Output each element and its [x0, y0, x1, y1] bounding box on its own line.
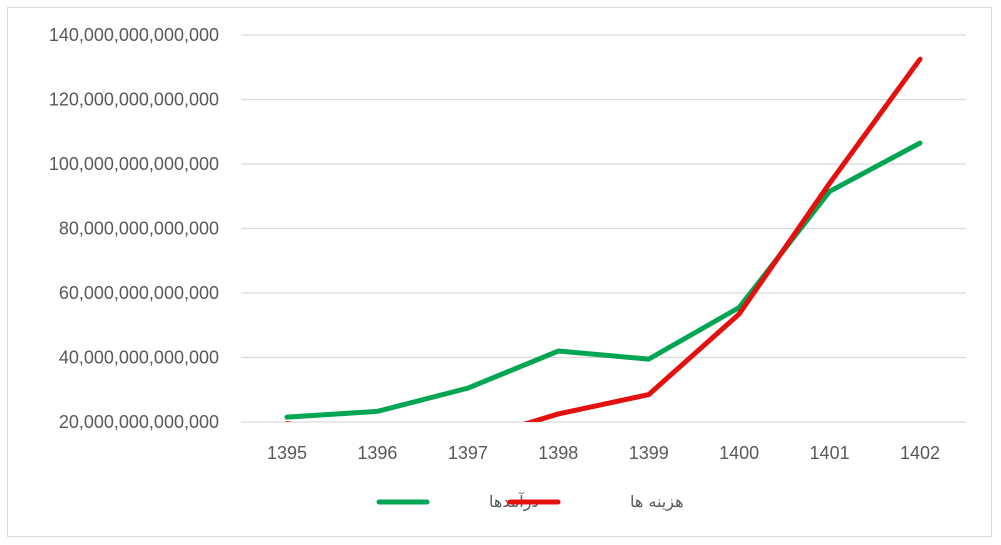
x-tick-label: 1396 [357, 443, 397, 463]
x-tick-label: 1395 [267, 443, 307, 463]
y-tick-label: 60,000,000,000,000 [59, 283, 219, 303]
gridlines [241, 34, 966, 423]
y-tick-label: 140,000,000,000,000 [49, 25, 219, 45]
x-axis-tick-labels: 1395 1396 1397 1398 1399 1400 1401 1402 [267, 443, 940, 463]
x-tick-label: 1401 [810, 443, 850, 463]
series-line-1 [285, 56, 923, 422]
x-tick-label: 1399 [629, 443, 669, 463]
x-tick-label: 1402 [900, 443, 940, 463]
x-tick-label: 1397 [448, 443, 488, 463]
series-lines [284, 56, 923, 422]
series-line-0 [284, 140, 923, 420]
x-tick-label: 1398 [538, 443, 578, 463]
y-tick-label: 100,000,000,000,000 [49, 154, 219, 174]
y-tick-label: 80,000,000,000,000 [59, 219, 219, 239]
y-axis-tick-labels: 20,000,000,000,000 40,000,000,000,000 60,0… [49, 25, 219, 432]
legend-label: هزینه ها [630, 492, 684, 512]
x-tick-label: 1400 [719, 443, 759, 463]
chart-frame [7, 7, 992, 537]
y-tick-label: 120,000,000,000,000 [49, 90, 219, 110]
y-tick-label: 40,000,000,000,000 [59, 348, 219, 368]
legend: درآمدهاهزینه ها [376, 492, 684, 512]
y-tick-label: 20,000,000,000,000 [59, 412, 219, 432]
